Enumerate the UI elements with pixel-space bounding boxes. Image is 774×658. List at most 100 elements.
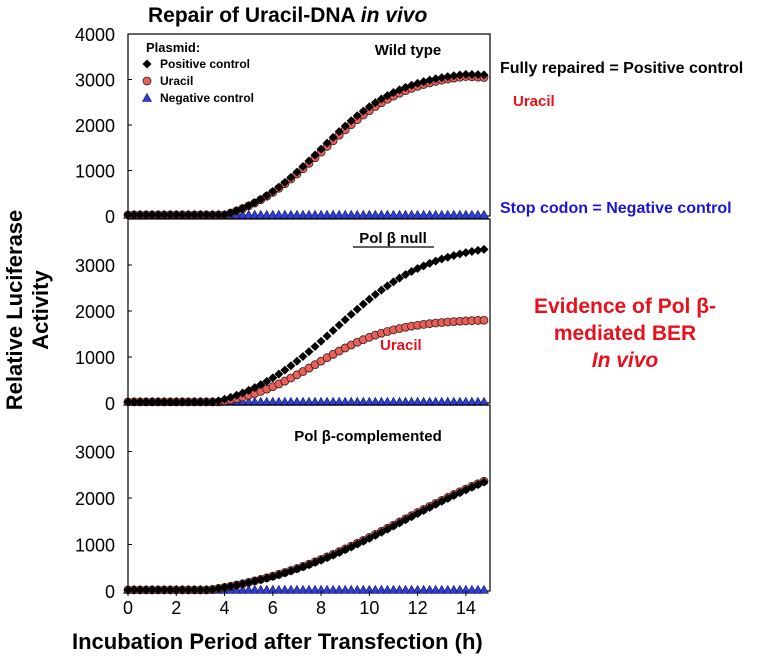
data-point [382, 281, 392, 291]
data-point [304, 347, 314, 357]
data-point [382, 209, 393, 219]
data-point [249, 209, 260, 219]
data-point [376, 527, 386, 537]
data-point [297, 584, 308, 594]
data-point [165, 210, 175, 220]
data-point [376, 584, 387, 594]
series-label-uracil: Uracil [380, 337, 422, 354]
data-point [328, 209, 339, 219]
data-point [394, 209, 405, 219]
series-diamond [123, 477, 489, 595]
data-point [364, 533, 374, 543]
data-point [358, 299, 368, 309]
data-point [238, 579, 248, 589]
data-point [328, 132, 338, 142]
data-point [261, 209, 272, 219]
data-point [298, 352, 308, 362]
data-point [322, 331, 332, 341]
data-point [479, 244, 489, 254]
data-point [473, 245, 483, 255]
data-point [250, 383, 260, 393]
data-point [195, 210, 205, 220]
data-point [285, 209, 296, 219]
data-point [274, 182, 284, 192]
data-point [268, 186, 278, 196]
legend: Plasmid: Positive control Uracil Negative … [141, 40, 254, 105]
y-tick-label: 2000 [75, 489, 115, 509]
data-point [316, 336, 326, 346]
data-point [388, 521, 398, 531]
panel-label: Pol β null [359, 230, 427, 247]
data-point [274, 369, 284, 379]
data-point [189, 210, 199, 220]
data-point [243, 584, 254, 594]
data-point [412, 209, 423, 219]
data-point [232, 580, 242, 590]
data-point [159, 210, 169, 220]
data-point [141, 210, 151, 220]
data-point [303, 209, 315, 219]
data-point [153, 585, 163, 595]
data-point [388, 209, 399, 219]
x-tick-label: 2 [171, 598, 181, 618]
data-point [201, 397, 211, 407]
x-tick-label: 6 [268, 598, 278, 618]
data-point [461, 248, 471, 258]
data-point [454, 584, 465, 594]
data-point [340, 584, 351, 594]
data-point [243, 209, 254, 219]
data-point [466, 209, 477, 219]
data-point [285, 584, 296, 594]
x-tick-label: 8 [316, 598, 326, 618]
data-point [449, 251, 459, 261]
data-point [358, 584, 369, 594]
data-point [430, 584, 441, 594]
data-point [352, 209, 363, 219]
data-point [388, 584, 399, 594]
data-point [262, 190, 272, 200]
data-point [159, 397, 169, 407]
data-point [189, 585, 199, 595]
data-point [304, 156, 314, 166]
data-point [472, 584, 483, 594]
legend-marker [141, 92, 153, 102]
data-point [207, 397, 217, 407]
y-tick-label: 1000 [75, 162, 115, 182]
data-point [244, 578, 254, 588]
data-point [280, 365, 290, 375]
data-point [226, 581, 236, 591]
data-point [214, 210, 223, 220]
data-point [165, 585, 175, 595]
panel-pol-beta-complemented: 0 1000 2000 3000 Pol β-complemented [75, 404, 491, 602]
data-point [147, 585, 157, 595]
data-point [201, 210, 211, 220]
data-point [316, 209, 327, 219]
data-point [364, 102, 374, 112]
data-point [400, 209, 411, 219]
legend-title: Plasmid: [146, 40, 200, 55]
annotation-fully-repaired: Fully repaired = Positive control [500, 60, 743, 77]
y-tick-label: 0 [105, 394, 115, 414]
data-point [328, 584, 339, 594]
data-point [479, 70, 489, 80]
data-point [310, 209, 321, 219]
legend-marker [142, 59, 152, 69]
data-point [322, 138, 332, 148]
data-point [382, 524, 392, 534]
x-tick-label: 10 [359, 598, 379, 618]
data-point [316, 144, 326, 154]
data-point [147, 210, 157, 220]
data-point [424, 209, 435, 219]
data-point [220, 582, 230, 592]
data-point [255, 584, 266, 594]
data-point [370, 530, 380, 540]
data-point [261, 584, 272, 594]
data-point [123, 210, 133, 220]
y-tick-label: 3000 [75, 71, 115, 91]
data-point [334, 584, 345, 594]
data-point [279, 584, 290, 594]
data-point [256, 194, 266, 204]
data-point [147, 397, 157, 407]
data-point [189, 397, 199, 407]
panel-label: Pol β-complemented [294, 428, 442, 445]
